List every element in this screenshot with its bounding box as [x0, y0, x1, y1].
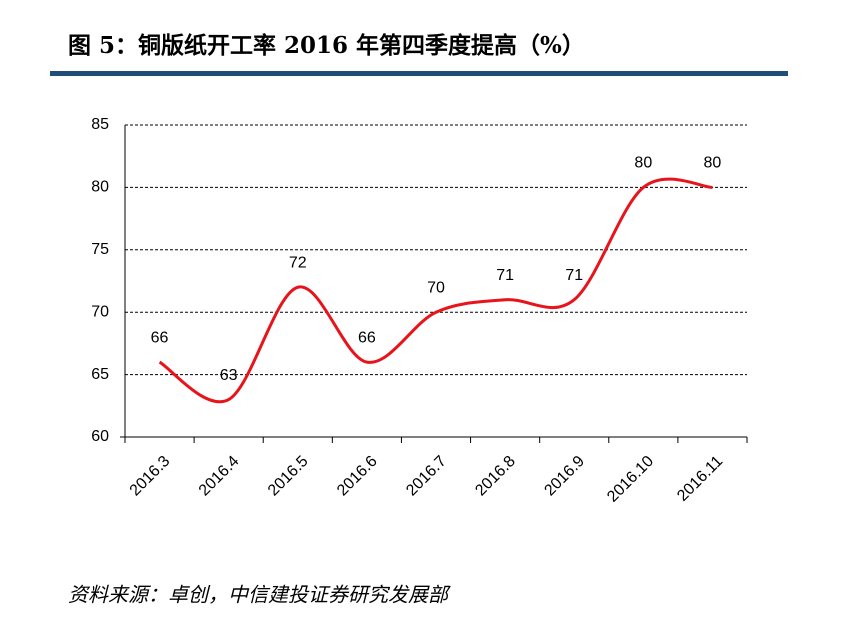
title-rule	[50, 71, 788, 76]
data-label: 71	[496, 267, 514, 284]
x-tick-label: 2016.11	[674, 453, 726, 505]
chart-title: 图 5：铜版纸开工率 2016 年第四季度提高（%）	[68, 32, 585, 59]
data-label: 80	[704, 155, 722, 172]
x-tick-label: 2016.7	[403, 453, 450, 500]
x-tick-label: 2016.8	[472, 453, 519, 500]
data-label: 70	[427, 279, 445, 296]
x-tick-label: 2016.6	[334, 453, 381, 500]
x-tick-label: 2016.5	[265, 453, 312, 500]
x-tick-label: 2016.10	[604, 453, 657, 506]
y-tick-label: 60	[91, 428, 109, 445]
y-tick-label: 85	[91, 116, 109, 133]
data-label: 72	[289, 254, 307, 271]
data-label: 66	[358, 329, 376, 346]
source-note: 资料来源：卓创，中信建投证券研究发展部	[68, 583, 451, 607]
series-line	[158, 177, 713, 404]
data-label: 71	[565, 267, 583, 284]
x-tick-label: 2016.3	[127, 453, 174, 500]
y-tick-label: 75	[91, 241, 109, 258]
y-tick-label: 65	[91, 366, 109, 383]
data-label: 80	[634, 155, 652, 172]
y-tick-label: 70	[91, 303, 109, 320]
y-tick-label: 80	[91, 179, 109, 196]
data-label: 66	[151, 329, 169, 346]
x-tick-label: 2016.9	[541, 453, 588, 500]
data-label: 63	[220, 367, 238, 384]
x-tick-label: 2016.4	[196, 453, 243, 500]
